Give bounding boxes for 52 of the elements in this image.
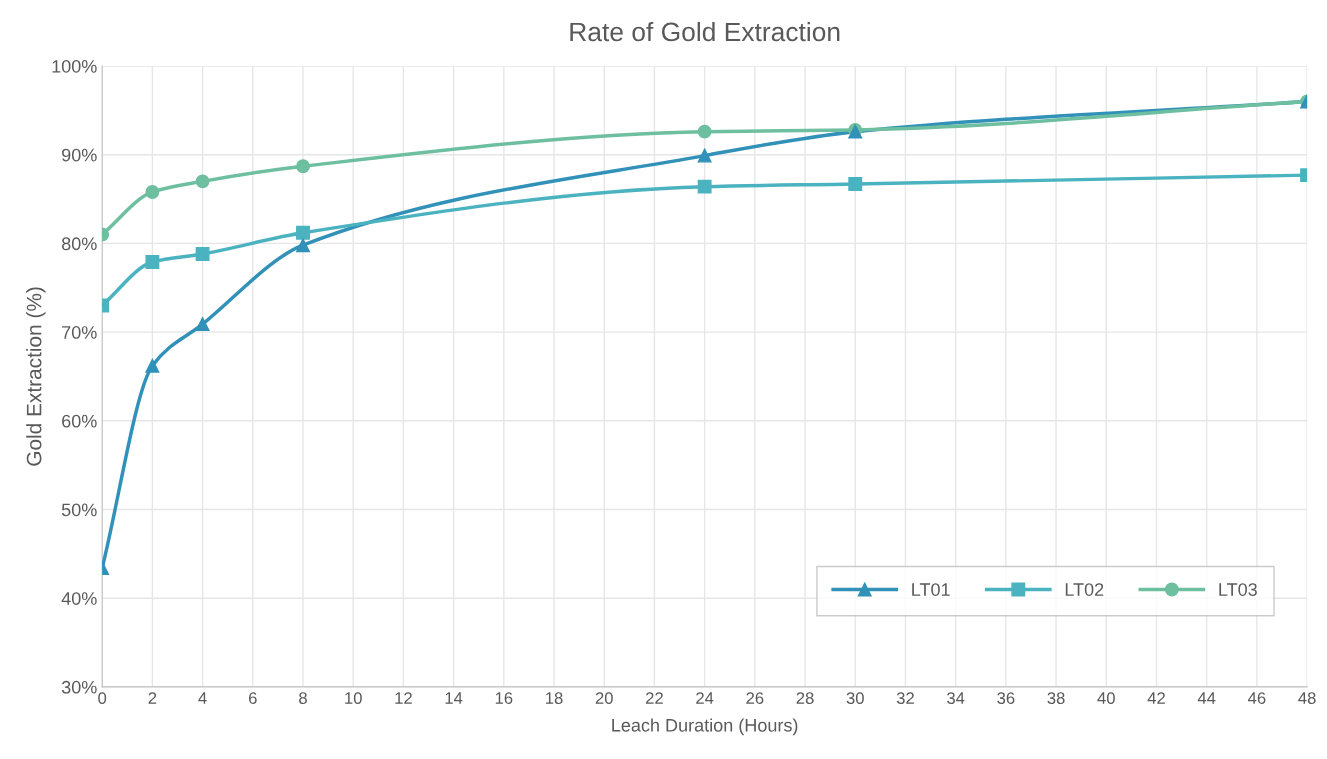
- x-tick-label: 42: [1147, 692, 1165, 704]
- legend-label: LT02: [1065, 583, 1104, 596]
- point: [697, 124, 712, 139]
- x-tick-label: 26: [746, 692, 764, 704]
- x-tick-label: 20: [595, 692, 613, 704]
- point: [296, 225, 310, 240]
- point: [296, 159, 310, 174]
- x-tick-label: 24: [696, 692, 714, 704]
- y-axis-title: Gold Extraction (%): [26, 287, 46, 466]
- x-tick-label: 48: [1298, 692, 1316, 704]
- y-tick-label: 100%: [52, 59, 97, 73]
- point: [145, 185, 160, 199]
- point: [697, 148, 712, 163]
- point: [195, 174, 210, 189]
- x-tick-label: 16: [495, 692, 513, 704]
- x-tick-label: 34: [947, 692, 965, 704]
- x-tick-label: 0: [98, 692, 107, 704]
- y-tick-label: 70%: [62, 326, 97, 339]
- x-tick-label: 28: [796, 692, 814, 704]
- x-tick-label: 46: [1248, 692, 1266, 704]
- x-tick-label: 14: [445, 692, 463, 704]
- y-tick-label: 80%: [61, 237, 97, 251]
- point: [195, 247, 210, 262]
- x-tick-label: 6: [249, 692, 257, 704]
- point: [195, 317, 210, 332]
- y-tick-label: 90%: [62, 148, 97, 162]
- x-tick-label: 38: [1047, 692, 1065, 704]
- point: [296, 238, 310, 253]
- x-tick-label: 4: [198, 692, 207, 704]
- chart-title: Rate of Gold Extraction: [570, 21, 840, 42]
- point: [145, 255, 160, 269]
- y-tick-label: 50%: [61, 503, 97, 517]
- x-tick-label: 32: [896, 692, 914, 704]
- x-tick-label: 30: [846, 692, 864, 704]
- x-tick-label: 2: [148, 692, 157, 704]
- x-axis-title: Leach Duration (Hours): [612, 718, 798, 736]
- x-tick-label: 18: [546, 692, 563, 704]
- x-tick-label: 44: [1197, 692, 1216, 704]
- x-tick-label: 36: [997, 692, 1015, 704]
- x-tick-label: 40: [1097, 692, 1115, 704]
- x-tick-label: 8: [299, 692, 307, 704]
- point: [697, 179, 712, 194]
- x-tick-label: 12: [395, 692, 412, 704]
- y-tick-label: 30%: [61, 680, 97, 694]
- point: [145, 358, 160, 373]
- y-tick-label: 60%: [62, 414, 97, 428]
- x-tick-label: 22: [646, 692, 663, 704]
- legend-label: LT03: [1219, 583, 1257, 596]
- point: [848, 177, 863, 191]
- legend-label: LT01: [912, 583, 950, 596]
- y-tick-label: 40%: [61, 592, 97, 605]
- x-tick-label: 10: [345, 692, 362, 704]
